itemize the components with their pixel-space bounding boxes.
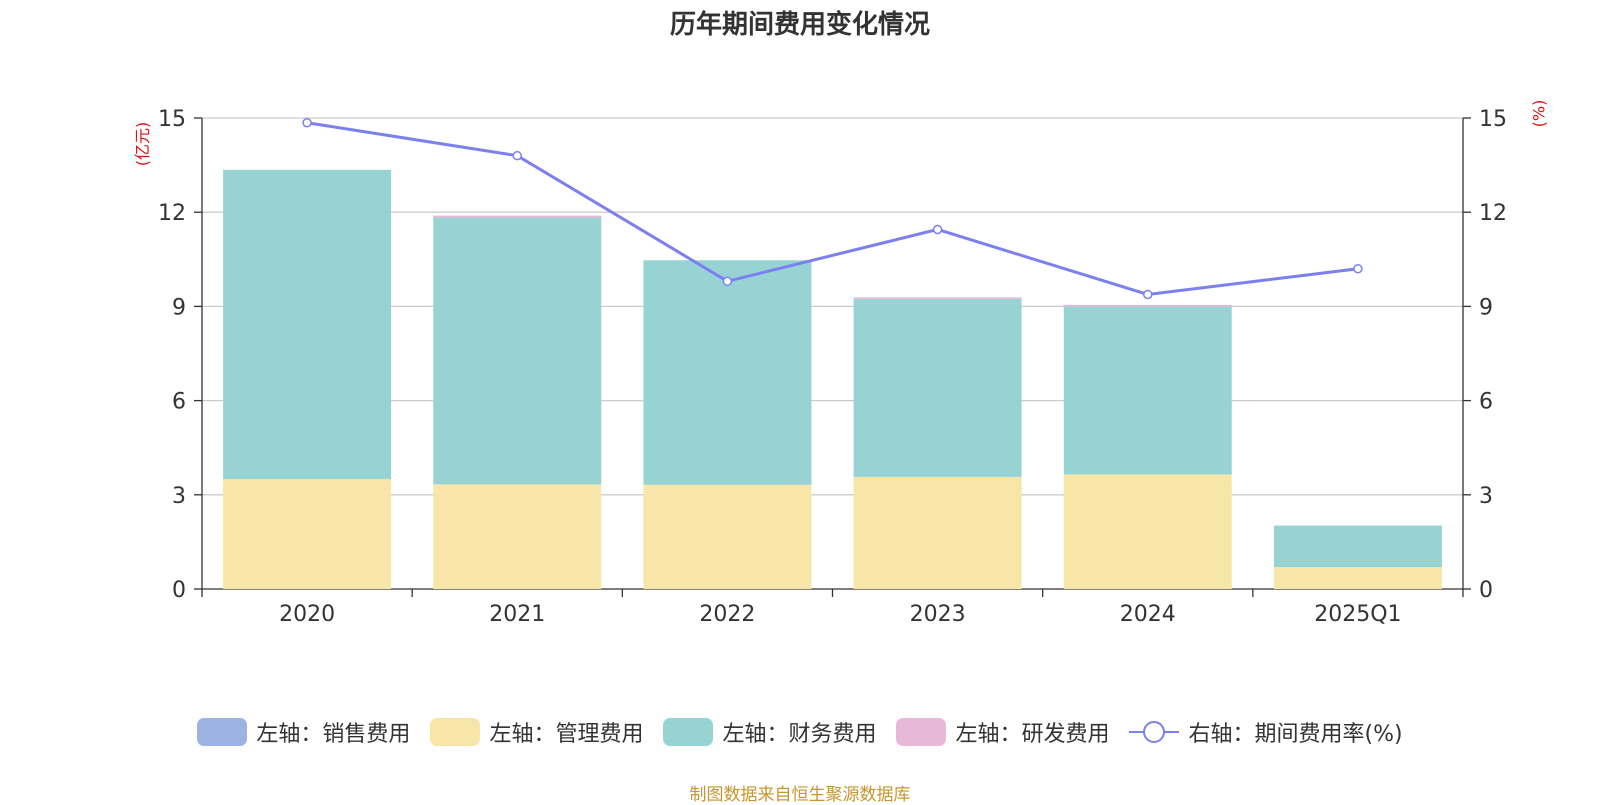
x-axis-tick-label: 2022 — [699, 602, 755, 627]
left-axis-tick-label: 15 — [158, 107, 186, 132]
legend-label-finance: 左轴：财务费用 — [722, 722, 877, 747]
legend-swatch-finance — [663, 718, 714, 746]
right-axis-tick-label: 15 — [1479, 107, 1507, 132]
bar-segment-1 — [643, 484, 812, 589]
right-axis-tick-label: 6 — [1479, 390, 1493, 415]
legend-item-rnd[interactable]: 左轴：研发费用 — [896, 716, 1109, 748]
right-axis-tick-label: 0 — [1479, 578, 1493, 603]
legend-item-admin[interactable]: 左轴：管理费用 — [430, 716, 643, 748]
bar-segment-3 — [1063, 304, 1232, 307]
expense-ratio-point — [512, 150, 522, 161]
legend-line-marker-icon — [1129, 721, 1180, 743]
chart-title: 历年期间费用变化情况 — [669, 10, 930, 40]
bar-segment-2 — [643, 260, 812, 485]
bar-segment-3 — [853, 297, 1022, 299]
expense-ratio-line — [306, 121, 1359, 296]
legend-swatch-admin — [430, 718, 481, 746]
expense-ratio-point — [1143, 289, 1153, 300]
bar-segment-3 — [433, 215, 602, 218]
legend-item-sales[interactable]: 左轴：销售费用 — [197, 716, 410, 748]
left-axis-tick-label: 6 — [172, 390, 186, 415]
bar-segment-2 — [1273, 525, 1442, 568]
bar-segment-1 — [433, 484, 602, 589]
bar-segment-1 — [223, 479, 392, 589]
expense-ratio-point — [302, 117, 312, 128]
left-axis-tick-label: 9 — [172, 295, 186, 320]
bar-segment-1 — [1273, 567, 1442, 589]
bar-segment-2 — [853, 298, 1022, 477]
legend-label-sales: 左轴：销售费用 — [256, 722, 411, 747]
x-axis-tick-label: 2025Q1 — [1314, 602, 1401, 627]
right-axis-tick-label: 3 — [1479, 484, 1493, 509]
left-axis-tick-label: 12 — [158, 201, 186, 226]
x-axis-tick-label: 2020 — [279, 602, 335, 627]
bar-segment-2 — [433, 217, 602, 485]
x-axis-tick-label: 2023 — [910, 602, 966, 627]
right-axis-tick-label: 12 — [1479, 201, 1507, 226]
left-axis-tick-label: 0 — [172, 578, 186, 603]
legend-item-expense-ratio[interactable]: 右轴：期间费用率(%) — [1129, 716, 1403, 748]
legend-swatch-rnd — [896, 718, 947, 746]
expense-ratio-point — [722, 276, 733, 287]
legend-swatch-sales — [197, 718, 248, 746]
legend-label-rnd: 左轴：研发费用 — [955, 722, 1110, 747]
legend-item-finance[interactable]: 左轴：财务费用 — [663, 716, 876, 748]
expense-ratio-point — [1353, 263, 1363, 274]
bar-segment-1 — [1063, 474, 1232, 589]
left-axis-tick-label: 3 — [172, 484, 186, 509]
legend-label-admin: 左轴：管理费用 — [489, 722, 644, 747]
right-axis-tick-label: 9 — [1479, 295, 1493, 320]
bar-segment-2 — [223, 169, 392, 480]
x-axis-tick-label: 2021 — [489, 602, 545, 627]
bar-segment-1 — [853, 476, 1022, 589]
chart-canvas: 0 3 6 9 12 15 0 3 6 9 12 15 2020 2021 2022 2023 2024 2025… — [158, 107, 1507, 627]
source-note: 制图数据来自恒生聚源数据库 — [689, 785, 911, 805]
legend-label-expense-ratio: 右轴：期间费用率(%) — [1188, 722, 1403, 747]
x-axis-tick-label: 2024 — [1120, 602, 1176, 627]
legend: 左轴：销售费用 左轴：管理费用 左轴：财务费用 左轴：研发费用 右轴：期间费用率… — [0, 716, 1600, 748]
expense-ratio-point — [932, 224, 943, 235]
bar-segment-2 — [1063, 306, 1232, 475]
